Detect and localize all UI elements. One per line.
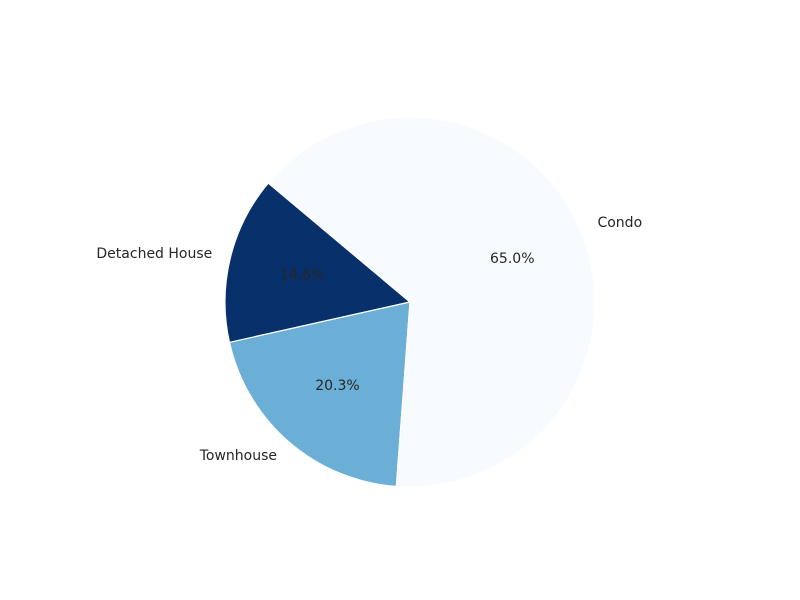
slice-percent-townhouse: 20.3% — [315, 378, 359, 394]
pie-slice-condo — [267, 116, 596, 488]
slice-percent-detached-house: 14.6% — [280, 268, 324, 284]
slice-percent-condo: 65.0% — [490, 251, 534, 267]
slice-label-detached-house: Detached House — [96, 246, 212, 262]
slice-label-condo: Condo — [597, 215, 642, 231]
pie-slice-detached-house — [224, 182, 411, 343]
pie-slice-townhouse — [228, 301, 411, 488]
slice-label-townhouse: Townhouse — [199, 448, 277, 464]
